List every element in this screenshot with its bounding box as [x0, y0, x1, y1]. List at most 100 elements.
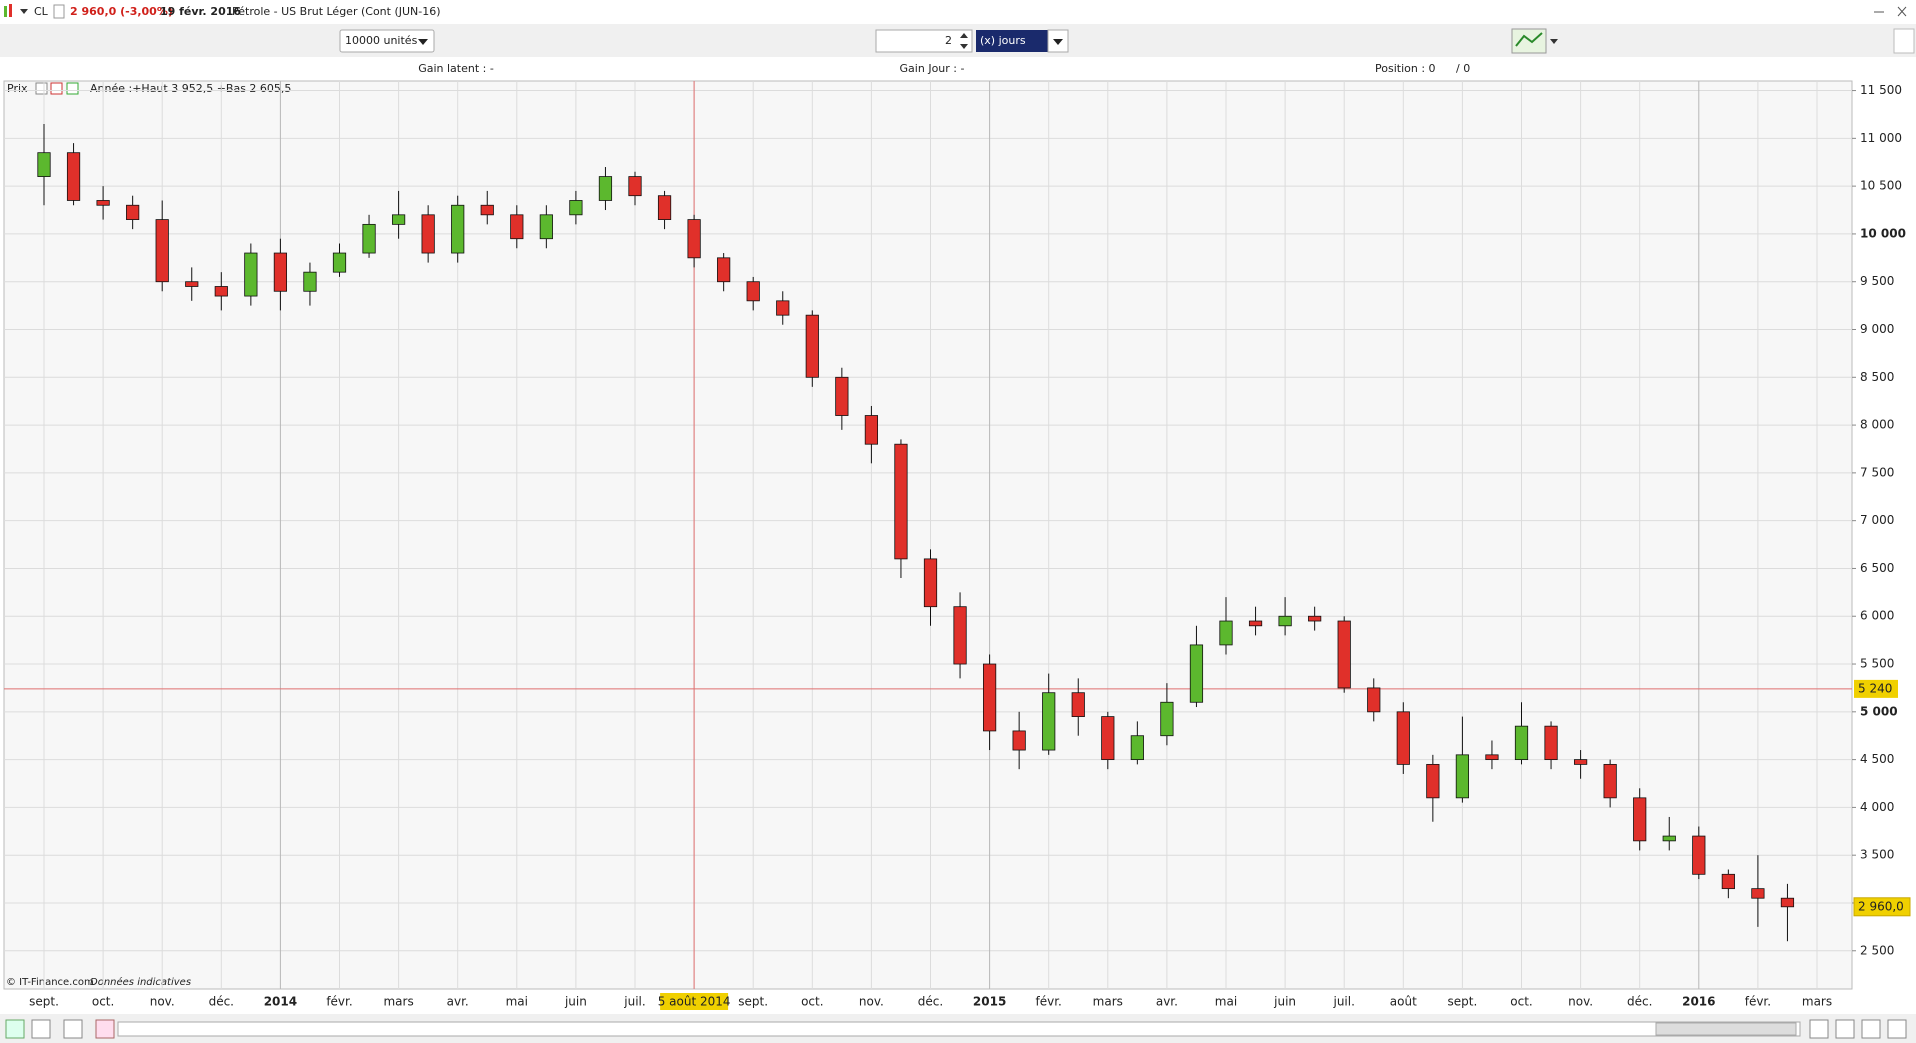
candle-body	[598, 176, 613, 201]
menu-arrow[interactable]	[20, 9, 28, 14]
candle-body	[776, 300, 790, 316]
period-spin[interactable]	[875, 29, 973, 53]
y-tick-label: 4 000	[1860, 800, 1894, 814]
candle-body	[1544, 725, 1558, 761]
x-tick-label: mars	[383, 995, 413, 1009]
candle-body	[155, 219, 169, 283]
candle-body	[1721, 873, 1735, 890]
y-tick-label: 8 000	[1860, 418, 1894, 432]
instrument-name: Pétrole - US Brut Léger (Cont (JUN-16)	[232, 5, 441, 18]
candle-body	[480, 204, 494, 216]
x-tick-label: mai	[506, 995, 528, 1009]
candle-body	[1042, 692, 1056, 751]
candle-body	[332, 252, 347, 273]
y-tick-label: 5 500	[1860, 657, 1894, 671]
dropdown-arrow[interactable]	[1550, 39, 1558, 44]
tool-button[interactable]	[95, 1019, 115, 1039]
x-tick-label: févr.	[1036, 995, 1062, 1009]
tool-button[interactable]	[31, 1019, 51, 1039]
candle-body	[1367, 687, 1381, 713]
x-tick-label: 2014	[264, 995, 297, 1009]
x-tick-label: déc.	[1627, 995, 1652, 1009]
cursor-value-label: 5 240	[1858, 681, 1892, 695]
candle-body	[1160, 701, 1174, 737]
cursor-value-tag	[1854, 679, 1898, 698]
period-unit-text: (x) jours	[980, 34, 1026, 47]
candle-body	[510, 214, 524, 240]
y-tick-label: 3 500	[1860, 848, 1894, 862]
y-tick-label: 9 000	[1860, 322, 1894, 336]
candle-body	[805, 314, 819, 378]
refresh-button[interactable]	[1893, 28, 1915, 54]
tool-button[interactable]	[1809, 1019, 1829, 1039]
candle-body	[746, 281, 760, 302]
candle-body	[214, 286, 228, 297]
candle-body	[273, 252, 288, 292]
y-tick-label: 11 500	[1860, 83, 1902, 97]
position: Position : 0	[1375, 62, 1436, 75]
tool-button[interactable]	[63, 1019, 83, 1039]
candle-body	[1485, 754, 1499, 761]
x-tick-label: déc.	[209, 995, 234, 1009]
settings-icon[interactable]	[35, 82, 48, 95]
candle-body	[96, 200, 110, 206]
candle-body	[451, 204, 465, 254]
cursor-date-tag	[660, 993, 729, 1010]
close-button[interactable]	[1897, 6, 1907, 17]
candle-body	[1514, 725, 1529, 761]
candle-body	[1308, 615, 1322, 622]
x-tick-label: mai	[1215, 995, 1237, 1009]
period-unit[interactable]	[976, 30, 1048, 52]
candle-body	[1248, 620, 1263, 627]
candle-body	[1780, 897, 1795, 908]
x-tick-label: févr.	[326, 995, 352, 1009]
last-price-tag	[1853, 897, 1911, 917]
candle-body	[244, 252, 258, 297]
zoom-in[interactable]	[1887, 1019, 1907, 1039]
zoom-out[interactable]	[1861, 1019, 1881, 1039]
x-tick-label: sept.	[738, 995, 768, 1009]
candle-body	[1396, 711, 1410, 765]
y-tick-label: 11 000	[1860, 131, 1902, 145]
chart-type-button[interactable]	[1511, 28, 1547, 54]
candle-body	[66, 152, 81, 201]
candle-body	[835, 376, 849, 416]
x-tick-label: juin	[564, 995, 587, 1009]
candle-body	[1130, 735, 1144, 761]
scroll-thumb[interactable]	[1655, 1022, 1797, 1036]
spin-arrows[interactable]	[960, 33, 968, 49]
x-tick-label: 2016	[1682, 995, 1715, 1009]
candle-body	[982, 663, 997, 732]
x-tick-label: juil.	[1332, 995, 1354, 1009]
candle-body	[1751, 888, 1765, 899]
tool-button[interactable]	[1835, 1019, 1855, 1039]
candle-body	[391, 214, 406, 225]
dropdown-arrow	[1053, 39, 1063, 45]
candle-body	[1662, 835, 1676, 842]
x-tick-label: nov.	[150, 995, 175, 1009]
x-tick-label: mars	[1093, 995, 1123, 1009]
info-icon[interactable]	[53, 4, 65, 19]
candle-body	[628, 176, 642, 197]
y-tick-label: 6 500	[1860, 561, 1894, 575]
remove-icon[interactable]	[50, 82, 63, 95]
y-tick-label: 9 500	[1860, 274, 1894, 288]
x-tick-label: oct.	[801, 995, 823, 1009]
last-price: 2 960,0 (-3,00%)	[70, 5, 173, 18]
candle-body	[864, 415, 879, 445]
candle-body	[1426, 763, 1440, 799]
tool-button[interactable]	[5, 1019, 25, 1039]
quantity-dropdown[interactable]	[339, 29, 435, 53]
y-tick-label: 8 500	[1860, 370, 1894, 384]
candle-body	[1012, 730, 1026, 751]
x-tick-label: févr.	[1745, 995, 1771, 1009]
copyright: © IT-Finance.com	[6, 977, 94, 988]
x-tick-label: sept.	[29, 995, 59, 1009]
add-icon[interactable]	[66, 82, 79, 95]
x-tick-label: nov.	[1568, 995, 1593, 1009]
gain-latent: Gain latent : -	[418, 62, 494, 75]
x-tick-label: juin	[1273, 995, 1296, 1009]
scrollbar[interactable]	[117, 1021, 1801, 1037]
y-tick-label: 7 000	[1860, 513, 1894, 527]
